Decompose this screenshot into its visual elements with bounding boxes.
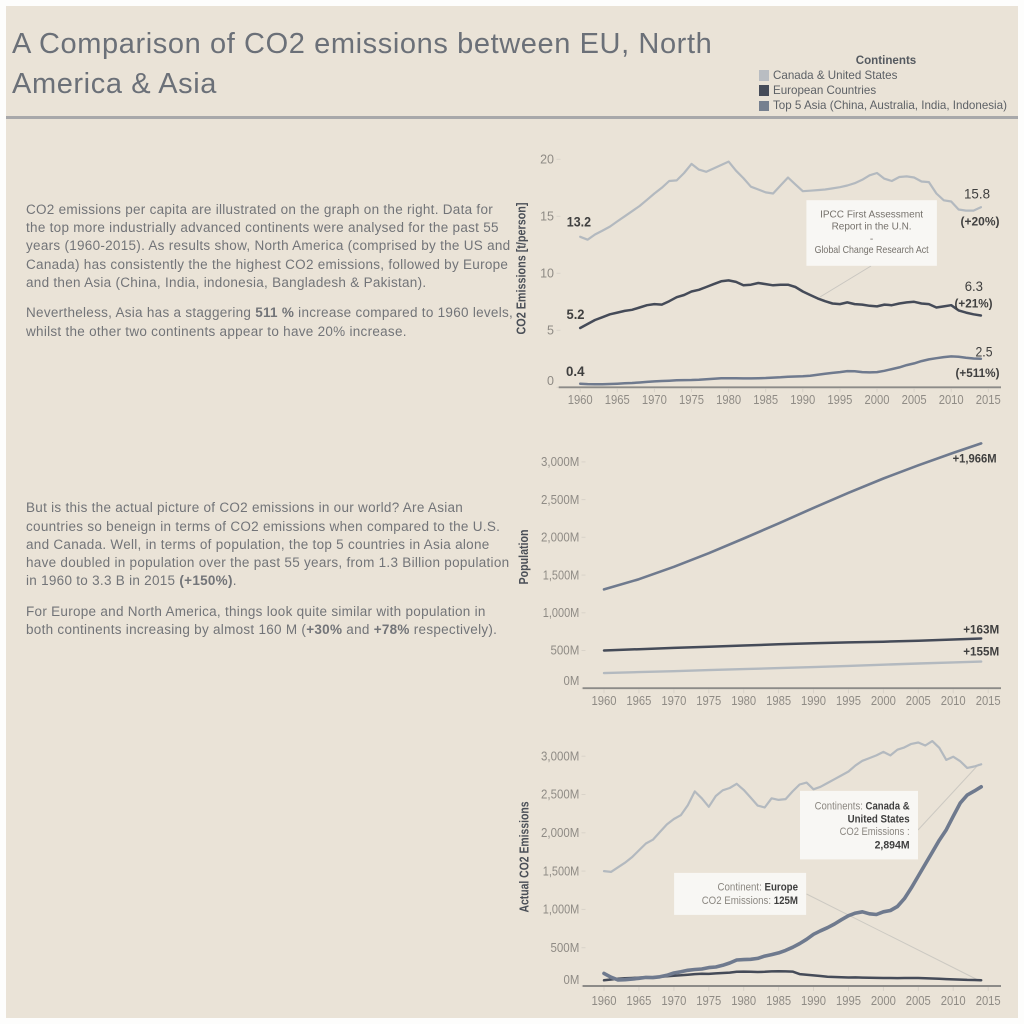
svg-text:2,500M: 2,500M: [541, 493, 579, 507]
svg-text:2010: 2010: [941, 994, 966, 1008]
svg-text:1985: 1985: [766, 694, 791, 708]
svg-text:1960: 1960: [592, 994, 617, 1008]
svg-text:(+20%): (+20%): [961, 215, 1000, 229]
svg-text:CO2 Emissions [t/person]: CO2 Emissions [t/person]: [515, 203, 529, 335]
svg-text:1980: 1980: [731, 694, 756, 708]
svg-text:5: 5: [547, 324, 554, 338]
svg-text:1995: 1995: [836, 694, 861, 708]
svg-text:1980: 1980: [716, 393, 741, 407]
svg-text:Continents: Canada &: Continents: Canada &: [815, 800, 910, 812]
svg-text:0M: 0M: [564, 973, 580, 987]
svg-text:0: 0: [547, 374, 554, 388]
svg-text:1,500M: 1,500M: [543, 864, 580, 878]
svg-text:2005: 2005: [906, 694, 931, 708]
svg-text:15.8: 15.8: [964, 186, 990, 202]
svg-text:1995: 1995: [836, 994, 861, 1008]
svg-text:2,894M: 2,894M: [875, 840, 910, 852]
svg-text:2010: 2010: [939, 393, 964, 407]
svg-text:13.2: 13.2: [567, 214, 591, 230]
svg-text:2010: 2010: [941, 694, 966, 708]
svg-text:1970: 1970: [642, 393, 667, 407]
svg-text:CO2 Emissions :: CO2 Emissions :: [840, 826, 910, 838]
svg-text:0M: 0M: [564, 674, 580, 688]
svg-text:500M: 500M: [551, 941, 580, 955]
svg-text:1975: 1975: [696, 994, 721, 1008]
svg-text:+1,966M: +1,966M: [953, 451, 997, 465]
svg-text:Report in the U.N.: Report in the U.N.: [832, 222, 912, 233]
svg-text:0.4: 0.4: [566, 363, 585, 379]
svg-text:1995: 1995: [827, 393, 852, 407]
svg-text:1970: 1970: [661, 694, 686, 708]
svg-text:10: 10: [540, 267, 554, 281]
svg-text:2015: 2015: [976, 393, 1001, 407]
svg-text:CO2 Emissions: 125M: CO2 Emissions: 125M: [702, 895, 798, 907]
svg-text:1990: 1990: [790, 393, 815, 407]
svg-text:500M: 500M: [551, 644, 580, 658]
svg-text:1985: 1985: [753, 393, 778, 407]
svg-text:IPCC First Assessment: IPCC First Assessment: [820, 209, 923, 220]
svg-text:3,000M: 3,000M: [541, 455, 579, 469]
svg-text:1960: 1960: [568, 393, 593, 407]
svg-text:6.3: 6.3: [965, 278, 983, 294]
svg-text:1965: 1965: [626, 994, 651, 1008]
svg-text:1,500M: 1,500M: [543, 568, 580, 582]
svg-text:2,000M: 2,000M: [541, 826, 579, 840]
svg-text:2,000M: 2,000M: [541, 531, 579, 545]
svg-text:1960: 1960: [592, 694, 617, 708]
svg-text:2.5: 2.5: [976, 344, 993, 360]
svg-text:1965: 1965: [626, 694, 651, 708]
svg-text:1990: 1990: [801, 994, 826, 1008]
svg-text:United States: United States: [848, 814, 910, 826]
svg-text:Population: Population: [517, 530, 531, 585]
svg-text:2005: 2005: [902, 393, 927, 407]
svg-text:1975: 1975: [696, 694, 721, 708]
svg-text:Global Change Research Act: Global Change Research Act: [815, 245, 929, 256]
svg-text:1985: 1985: [766, 994, 791, 1008]
svg-text:(+21%): (+21%): [955, 297, 993, 311]
svg-text:1965: 1965: [605, 393, 630, 407]
svg-text:+163M: +163M: [963, 623, 999, 637]
svg-text:2,500M: 2,500M: [541, 788, 579, 802]
svg-text:2015: 2015: [976, 994, 1001, 1008]
svg-text:(+511%): (+511%): [956, 366, 1000, 380]
svg-text:1,000M: 1,000M: [543, 903, 580, 917]
svg-text:2005: 2005: [906, 994, 931, 1008]
svg-text:2000: 2000: [871, 994, 896, 1008]
svg-text:15: 15: [540, 210, 554, 224]
svg-text:1,000M: 1,000M: [543, 606, 580, 620]
svg-text:1990: 1990: [801, 694, 826, 708]
svg-text:2015: 2015: [976, 694, 1001, 708]
svg-text:Continent: Europe: Continent: Europe: [718, 882, 799, 894]
svg-text:+155M: +155M: [963, 645, 999, 659]
svg-text:1975: 1975: [679, 393, 704, 407]
svg-text:1980: 1980: [731, 994, 756, 1008]
svg-text:5.2: 5.2: [567, 306, 585, 322]
svg-text:Actual CO2 Emissions: Actual CO2 Emissions: [518, 801, 532, 912]
svg-text:20: 20: [540, 153, 554, 167]
svg-text:-: -: [870, 234, 873, 245]
svg-text:2000: 2000: [865, 393, 890, 407]
svg-text:2000: 2000: [871, 694, 896, 708]
svg-text:3,000M: 3,000M: [541, 749, 579, 763]
svg-text:1970: 1970: [661, 994, 686, 1008]
